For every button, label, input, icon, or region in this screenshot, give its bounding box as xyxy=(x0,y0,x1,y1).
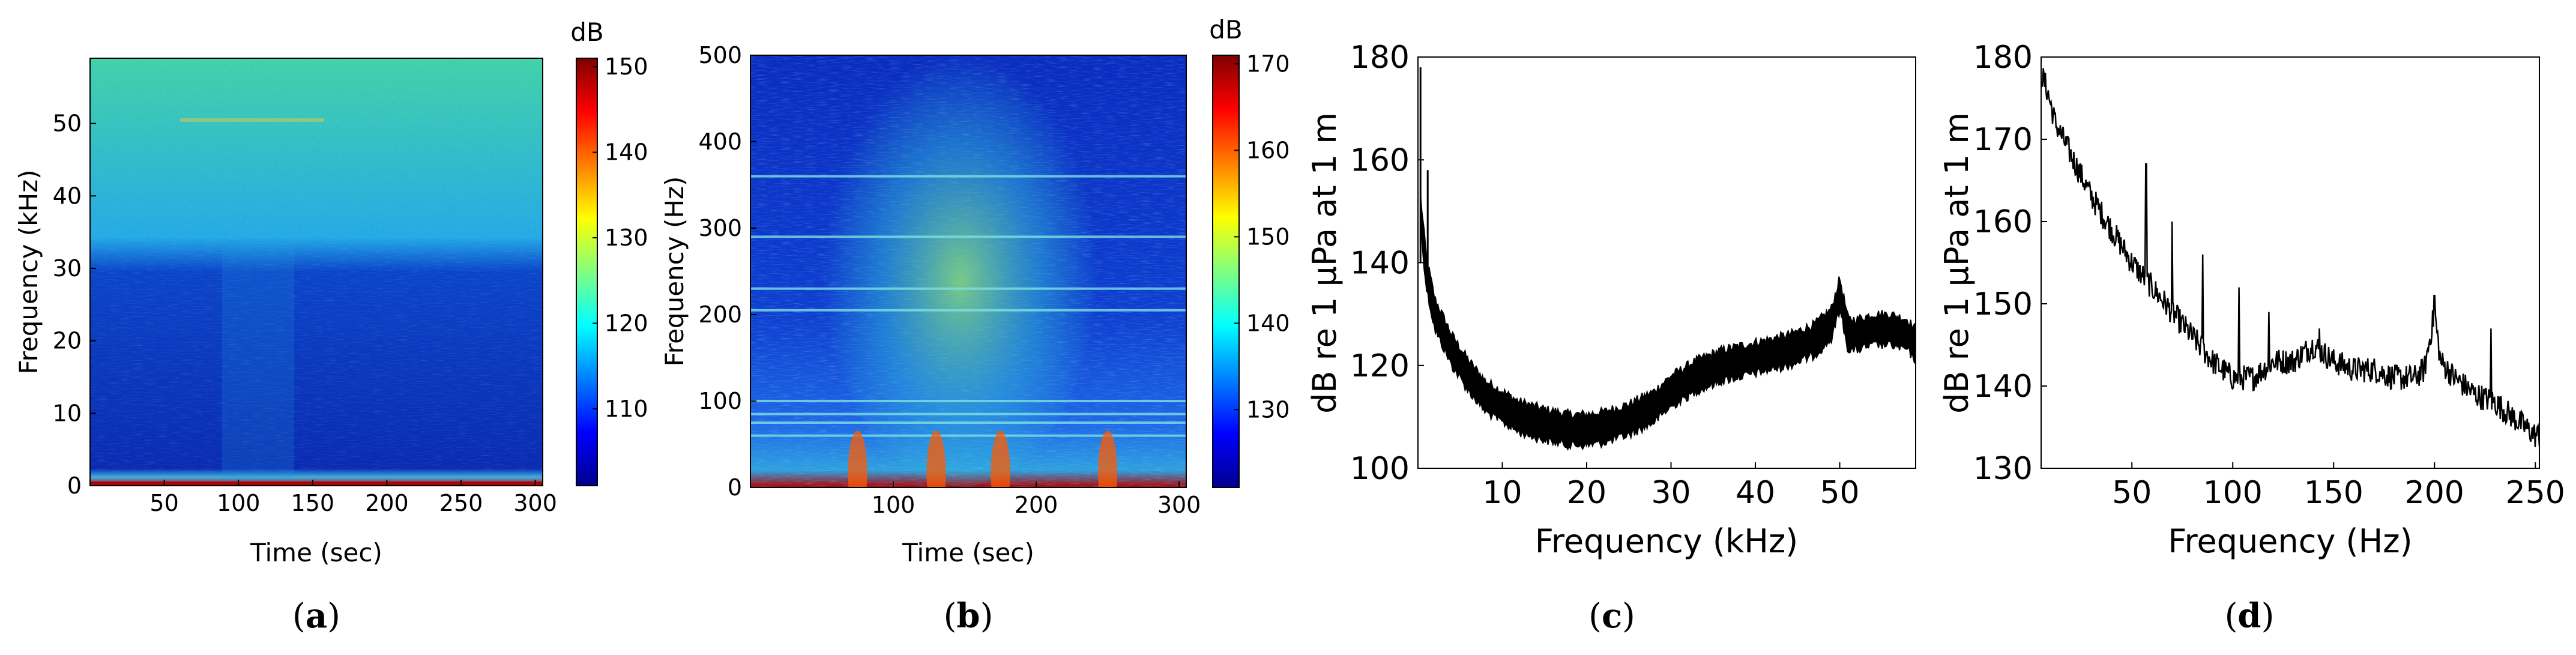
panel-b-spectrogram: 100 200 300 0 100 200 300 400 500 Time (sec) Fr… xyxy=(660,15,1290,636)
panel-b-colorbar-tick-label: 170 xyxy=(1246,50,1290,77)
panel-a-ytick-label: 20 xyxy=(53,328,82,354)
panel-b-colorbar-tick-label: 160 xyxy=(1246,137,1290,163)
panel-a-xtick-label: 100 xyxy=(217,490,261,516)
panel-b-ytick-label: 500 xyxy=(698,42,742,68)
panel-d-xlabel: Frequency (Hz) xyxy=(2168,522,2412,560)
panel-c-xtick-label: 50 xyxy=(1820,475,1859,511)
panel-a-xtick-label: 200 xyxy=(365,490,409,516)
panel-b-colorbar-label: dB xyxy=(1209,15,1242,44)
panel-b-colorbar-tick-label: 140 xyxy=(1246,310,1290,336)
panel-a-colorbar-tick-label: 150 xyxy=(605,53,648,80)
panel-b-xtick-label: 300 xyxy=(1157,492,1201,518)
panel-b-xtick-label: 100 xyxy=(872,492,915,518)
panel-a-xlabel: Time (sec) xyxy=(250,538,382,567)
panel-b-xlabel: Time (sec) xyxy=(902,538,1034,567)
panel-d-ytick-label: 150 xyxy=(1973,286,2033,322)
panel-c-ytick-label: 140 xyxy=(1350,246,1410,282)
panel-b-xtick-label: 200 xyxy=(1015,492,1058,518)
panel-c-xtick-label: 10 xyxy=(1482,475,1522,511)
panel-b-ytick-label: 300 xyxy=(698,215,742,241)
panel-b-caption: (b) xyxy=(944,596,994,636)
panel-c-xlabel: Frequency (kHz) xyxy=(1535,522,1799,560)
panel-d-ytick-label: 170 xyxy=(1973,122,2033,158)
panel-d-ytick-label: 140 xyxy=(1973,369,2033,405)
panel-a-colorbar-tick-label: 130 xyxy=(605,225,648,251)
panel-a-caption: (a) xyxy=(292,596,340,636)
panel-b-image xyxy=(750,55,1186,487)
panel-d-xtick-label: 200 xyxy=(2405,475,2464,511)
panel-c-caption: (c) xyxy=(1588,596,1635,636)
panel-a-ytick-label: 40 xyxy=(53,183,82,209)
panel-b-burst xyxy=(991,430,1010,487)
panel-b-colorbar-tick-label: 150 xyxy=(1246,223,1290,250)
panel-a-xtick-label: 50 xyxy=(149,490,178,516)
panel-c-xtick-label: 40 xyxy=(1736,475,1775,511)
panel-b-colorbar xyxy=(1212,55,1240,488)
panel-a-ytick-label: 50 xyxy=(53,110,82,137)
panel-c-spectrum-line xyxy=(1419,67,1429,289)
panel-c-ytick-label: 100 xyxy=(1350,451,1410,487)
panel-b-burst xyxy=(1098,430,1118,487)
panel-b-ylabel: Frequency (Hz) xyxy=(660,177,689,367)
panel-a-image xyxy=(90,58,543,486)
panel-d-xtick-label: 250 xyxy=(2506,475,2565,511)
panel-c-xtick-label: 30 xyxy=(1651,475,1691,511)
panel-b-colorbar-tick-label: 130 xyxy=(1246,396,1290,423)
panel-a-ytick-label: 30 xyxy=(53,255,82,282)
panel-c-ytick-label: 160 xyxy=(1350,142,1410,178)
panel-a-colorbar-tick-label: 110 xyxy=(605,396,648,422)
panel-a-xtick-label: 250 xyxy=(439,490,483,516)
panel-a-colorbar-tick-label: 120 xyxy=(605,310,648,336)
panel-d-spectrum-line xyxy=(2041,68,2539,447)
panel-c-ytick-label: 180 xyxy=(1350,40,1410,76)
panel-d-ytick-label: 180 xyxy=(1973,40,2033,76)
panel-c-ytick-label: 120 xyxy=(1350,348,1410,384)
panel-c-xtick-label: 20 xyxy=(1567,475,1606,511)
panel-a-spectrogram: 50 100 150 200 250 300 0 10 20 30 40 50 Time (sec)… xyxy=(14,17,648,636)
panel-d-spectrum: 50 100 150 200 250 130 140 150 160 170 180 Freque… xyxy=(1938,40,2565,636)
panel-a-ytick-label: 10 xyxy=(53,400,82,426)
panel-b-ytick-label: 0 xyxy=(728,474,742,501)
panel-a-xtick-label: 300 xyxy=(513,490,557,516)
panel-c-spectrum-band xyxy=(1420,194,1916,451)
panel-b-ytick-label: 400 xyxy=(698,128,742,155)
panel-c-spectrum: 10 20 30 40 50 100 120 140 160 180 Frequency (kH… xyxy=(1306,40,1916,636)
panel-d-ytick-label: 130 xyxy=(1973,451,2033,487)
panel-a-colorbar xyxy=(576,58,598,486)
panel-a-colorbar-tick-label: 140 xyxy=(605,139,648,166)
panel-b-ytick-label: 100 xyxy=(698,388,742,414)
panel-d-ylabel: dB re 1 μPa at 1 m xyxy=(1938,112,1976,414)
panel-a-ylabel: Frequency (kHz) xyxy=(14,169,43,374)
panel-d-caption: (d) xyxy=(2225,596,2275,636)
panel-d-xtick-label: 150 xyxy=(2304,475,2363,511)
panel-d-xtick-label: 100 xyxy=(2203,475,2263,511)
panel-d-ytick-label: 160 xyxy=(1973,204,2033,240)
panel-b-burst xyxy=(926,430,946,487)
panel-c-ylabel: dB re 1 μPa at 1 m xyxy=(1306,112,1344,414)
panel-a-ytick-label: 0 xyxy=(67,472,82,499)
panel-b-ytick-label: 200 xyxy=(698,301,742,328)
panel-a-xtick-label: 150 xyxy=(291,490,335,516)
panel-d-xtick-label: 50 xyxy=(2112,475,2152,511)
panel-a-colorbar-label: dB xyxy=(570,17,603,47)
panel-b-burst xyxy=(848,430,867,487)
